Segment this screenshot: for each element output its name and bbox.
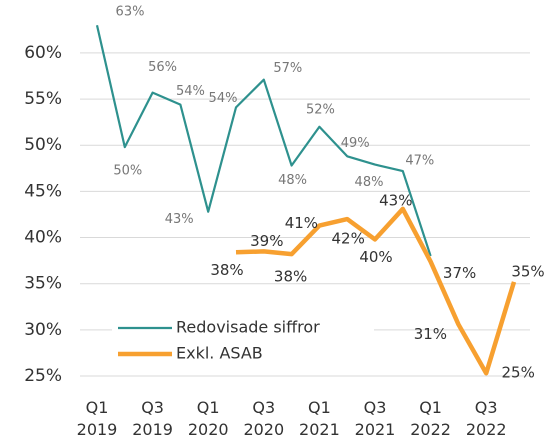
data-label: 56% — [148, 60, 177, 75]
legend: Redovisade siffror Exkl. ASAB — [112, 314, 374, 366]
data-label: 48% — [278, 173, 307, 188]
legend-bg — [112, 314, 374, 366]
y-tick-label: 45% — [24, 181, 62, 201]
data-label: 38% — [274, 268, 307, 286]
data-label: 57% — [273, 61, 302, 76]
data-label: 43% — [165, 212, 194, 227]
data-label: 49% — [341, 136, 370, 151]
y-tick-label: 60% — [24, 43, 62, 63]
legend-label: Exkl. ASAB — [176, 344, 263, 363]
data-label: 42% — [332, 230, 365, 248]
x-tick-label: Q3 2021 — [354, 398, 396, 439]
data-label: 38% — [210, 261, 243, 279]
x-tick-label: Q1 2020 — [187, 398, 229, 439]
series-line — [235, 206, 517, 376]
data-label: 31% — [414, 325, 447, 343]
data-label: 52% — [306, 102, 335, 117]
data-label: 63% — [116, 5, 145, 20]
x-tick-label: Q1 2019 — [76, 398, 118, 439]
data-label: 25% — [502, 364, 535, 382]
data-label: 41% — [285, 214, 318, 232]
series-line — [95, 24, 432, 257]
data-label: 50% — [113, 164, 142, 179]
y-tick-label: 25% — [24, 366, 62, 386]
data-label: 54% — [176, 84, 205, 99]
x-tick-label: Q3 2020 — [243, 398, 285, 439]
y-tick-label: 30% — [24, 320, 62, 340]
y-tick-label: 35% — [24, 274, 62, 294]
data-label: 37% — [443, 264, 476, 282]
data-label: 54% — [209, 91, 238, 106]
data-label: 35% — [511, 262, 544, 280]
data-label: 39% — [250, 232, 283, 250]
y-tick-label: 55% — [24, 89, 62, 109]
x-tick-label: Q3 2022 — [465, 398, 507, 439]
data-label: 47% — [405, 154, 434, 169]
y-tick-label: 50% — [24, 135, 62, 155]
y-tick-label: 40% — [24, 228, 62, 248]
x-tick-label: Q1 2022 — [410, 398, 451, 439]
x-tick-label: Q1 2021 — [299, 398, 340, 439]
data-label: 48% — [355, 175, 384, 190]
data-label: 43% — [379, 191, 412, 209]
legend-label: Redovisade siffror — [176, 318, 320, 337]
data-label: 40% — [359, 248, 392, 266]
x-tick-label: Q3 2019 — [132, 398, 173, 439]
